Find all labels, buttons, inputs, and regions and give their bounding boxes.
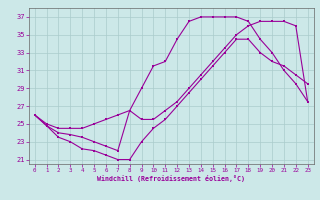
X-axis label: Windchill (Refroidissement éolien,°C): Windchill (Refroidissement éolien,°C) (97, 175, 245, 182)
